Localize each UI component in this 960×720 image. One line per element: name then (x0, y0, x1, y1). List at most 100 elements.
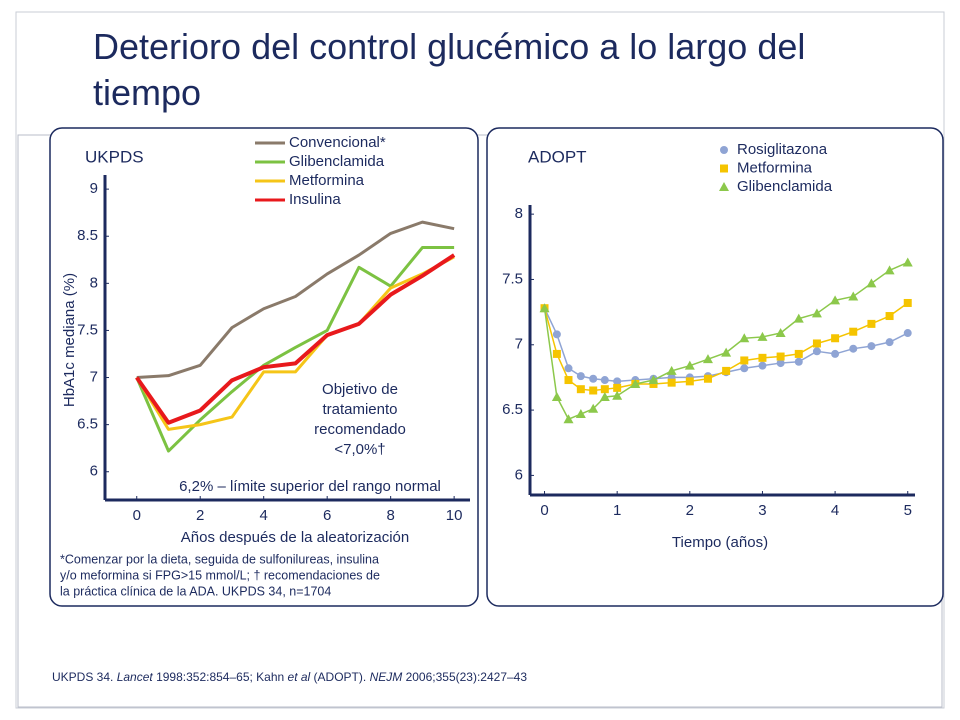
y-tick-label: 6.5 (77, 416, 98, 433)
marker (564, 376, 573, 385)
marker (589, 374, 598, 383)
marker (552, 330, 561, 339)
legend-label: Glibenclamida (289, 153, 385, 170)
y-tick-label: 7 (90, 369, 98, 386)
marker (867, 342, 876, 351)
marker (758, 353, 767, 362)
marker (849, 344, 858, 353)
marker (885, 312, 894, 321)
footnote: *Comenzar por la dieta, seguida de sulfo… (60, 552, 379, 566)
marker (794, 349, 803, 358)
x-tick-label: 0 (133, 507, 141, 524)
annotation: Objetivo de (322, 381, 398, 398)
y-tick-label: 6 (90, 463, 98, 480)
marker (564, 364, 573, 373)
marker (666, 365, 677, 375)
marker (831, 334, 840, 343)
marker (563, 414, 574, 424)
y-tick-label: 7 (515, 336, 523, 353)
marker (830, 295, 841, 305)
marker (758, 361, 767, 370)
y-tick-label: 8 (515, 205, 523, 222)
series-line (136, 220, 455, 380)
marker (793, 313, 804, 323)
marker (719, 182, 729, 191)
marker (775, 328, 786, 338)
marker (866, 278, 877, 288)
y-tick-label: 6.5 (502, 401, 523, 418)
y-tick-label: 8 (90, 274, 98, 291)
marker (576, 372, 585, 381)
reference-part: et al (287, 670, 311, 684)
x-tick-label: 3 (758, 502, 766, 519)
marker (702, 354, 713, 364)
x-tick-label: 0 (540, 502, 548, 519)
x-tick-label: 10 (446, 507, 463, 524)
legend-label: Glibenclamida (737, 178, 833, 195)
reference-part: 2006;355(23):2427–43 (402, 670, 528, 684)
marker (720, 164, 728, 173)
x-tick-label: 1 (613, 502, 621, 519)
annotation: <7,0%† (334, 441, 385, 458)
marker (739, 333, 750, 343)
marker (667, 378, 676, 387)
marker (588, 403, 599, 413)
chart-title: ADOPT (528, 147, 587, 166)
marker (812, 339, 821, 348)
series-line (135, 255, 455, 431)
reference-part: (ADOPT). (310, 670, 370, 684)
marker (685, 377, 694, 386)
x-tick-label: 5 (904, 502, 912, 519)
marker (703, 374, 712, 383)
marker (740, 356, 749, 365)
marker (884, 265, 895, 275)
legend-label: Insulina (289, 191, 341, 208)
slide-title: Deterioro del control glucémico a lo lar… (93, 26, 806, 113)
y-tick-label: 7.5 (77, 321, 98, 338)
marker (811, 308, 822, 318)
reference-part: UKPDS 34. (52, 670, 117, 684)
reference: UKPDS 34. Lancet 1998:352:854–65; Kahn e… (52, 670, 527, 684)
legend-label: Rosiglitazona (737, 141, 828, 158)
x-tick-label: 2 (686, 502, 694, 519)
marker (812, 347, 821, 356)
marker (720, 146, 728, 154)
footnote: y/o meformina si FPG>15 mmol/L; † recome… (60, 568, 380, 582)
series-line (135, 246, 455, 453)
marker (903, 329, 912, 338)
x-tick-label: 4 (831, 502, 839, 519)
x-axis-label: Tiempo (años) (672, 534, 768, 551)
marker (600, 385, 609, 394)
chart-title: UKPDS (85, 147, 144, 166)
marker (740, 364, 749, 373)
marker (684, 360, 695, 370)
marker (600, 376, 609, 385)
reference-part: Lancet (116, 670, 153, 684)
marker (849, 327, 858, 336)
slide-frame (15, 11, 945, 709)
reference-part: 1998:352:854–65; Kahn (152, 670, 288, 684)
footnote: la práctica clínica de la ADA. UKPDS 34,… (60, 584, 331, 598)
legend-label: Metformina (737, 159, 813, 176)
marker (903, 298, 912, 307)
marker (648, 375, 659, 385)
marker (831, 349, 840, 358)
marker (885, 338, 894, 347)
legend-label: Metformina (289, 172, 365, 189)
y-tick-label: 7.5 (502, 270, 523, 287)
marker (794, 357, 803, 366)
marker (776, 352, 785, 361)
marker (757, 331, 768, 341)
marker (551, 392, 562, 402)
marker (613, 383, 622, 392)
marker (612, 390, 623, 400)
marker (589, 386, 598, 395)
annotation: 6,2% – límite superior del rango normal (179, 478, 441, 495)
marker (539, 303, 550, 313)
y-axis-label: HbA1c mediana (%) (61, 273, 78, 407)
x-tick-label: 8 (386, 507, 394, 524)
marker (867, 319, 876, 328)
annotation: tratamiento (322, 401, 397, 418)
